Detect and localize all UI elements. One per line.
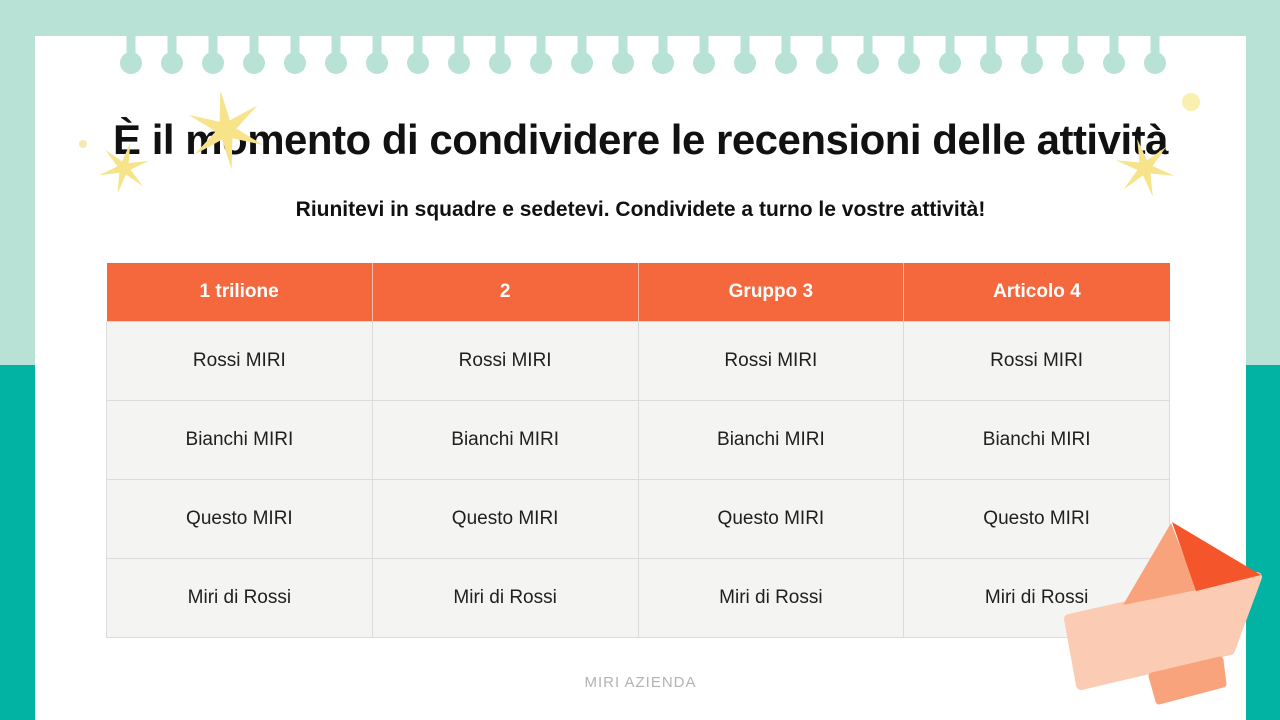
pin-icon: [325, 36, 347, 76]
table-cell: Bianchi MIRI: [637, 400, 905, 480]
table-cell: Miri di Rossi: [903, 558, 1170, 638]
table-row: Bianchi MIRI Bianchi MIRI Bianchi MIRI Bian…: [106, 400, 1170, 480]
pin-icon: [816, 36, 838, 76]
notepad-pins: [35, 36, 1246, 116]
pin-icon: [530, 36, 552, 76]
pin-icon: [1144, 36, 1166, 76]
pin-icon: [448, 36, 470, 76]
pin-icon: [489, 36, 511, 76]
header-cell: Gruppo 3: [638, 263, 905, 322]
notepad-card: È il momento di condividere le recension…: [35, 36, 1246, 720]
pin-icon: [612, 36, 634, 76]
table-cell: Rossi MIRI: [903, 321, 1170, 401]
header-cell: 2: [372, 263, 639, 322]
pin-icon: [161, 36, 183, 76]
table-cell: Bianchi MIRI: [371, 400, 639, 480]
pin-icon: [857, 36, 879, 76]
table-cell: Bianchi MIRI: [903, 400, 1170, 480]
table-cell: Bianchi MIRI: [106, 400, 373, 480]
table-cell: Rossi MIRI: [106, 321, 373, 401]
pin-icon: [980, 36, 1002, 76]
activity-table-wrap: 1 trilione 2 Gruppo 3 Articolo 4 Rossi MIRI…: [106, 263, 1170, 638]
table-row: Rossi MIRI Rossi MIRI Rossi MIRI Rossi MIRI: [106, 321, 1170, 401]
table-cell: Questo MIRI: [106, 479, 373, 559]
table-cell: Miri di Rossi: [371, 558, 639, 638]
pin-icon: [898, 36, 920, 76]
table-cell: Questo MIRI: [903, 479, 1170, 559]
pin-icon: [284, 36, 306, 76]
header-cell: 1 trilione: [106, 263, 373, 322]
pin-icon: [734, 36, 756, 76]
pin-icon: [202, 36, 224, 76]
pin-icon: [366, 36, 388, 76]
pin-icon: [1062, 36, 1084, 76]
pin-icon: [693, 36, 715, 76]
table-row: Miri di Rossi Miri di Rossi Miri di Rossi M…: [106, 558, 1170, 638]
table-row: Questo MIRI Questo MIRI Questo MIRI Questo …: [106, 479, 1170, 559]
table-body: Rossi MIRI Rossi MIRI Rossi MIRI Rossi MIRI…: [106, 321, 1170, 638]
activity-table: 1 trilione 2 Gruppo 3 Articolo 4 Rossi MIRI…: [106, 263, 1170, 638]
table-cell: Miri di Rossi: [637, 558, 905, 638]
table-cell: Questo MIRI: [371, 479, 639, 559]
header-cell: Articolo 4: [903, 263, 1170, 322]
pin-icon: [939, 36, 961, 76]
page-title: È il momento di condividere le recension…: [113, 116, 1168, 163]
pin-icon: [243, 36, 265, 76]
table-cell: Questo MIRI: [637, 479, 905, 559]
pin-icon: [120, 36, 142, 76]
table-cell: Miri di Rossi: [106, 558, 373, 638]
pin-icon: [571, 36, 593, 76]
pin-icon: [775, 36, 797, 76]
footer-brand: MIRI AZIENDA: [584, 674, 697, 691]
table-cell: Rossi MIRI: [637, 321, 905, 401]
pin-icon: [652, 36, 674, 76]
pin-icon: [1103, 36, 1125, 76]
table-header-row: 1 trilione 2 Gruppo 3 Articolo 4: [106, 263, 1170, 322]
pin-icon: [1021, 36, 1043, 76]
pin-icon: [407, 36, 429, 76]
table-cell: Rossi MIRI: [371, 321, 639, 401]
slide-subtitle: Riunitevi in squadre e sedetevi. Condivi…: [295, 198, 986, 221]
